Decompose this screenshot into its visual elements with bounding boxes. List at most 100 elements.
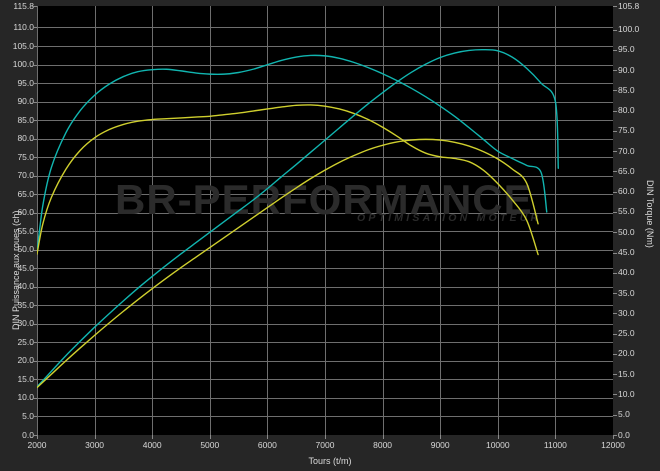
axis-tick-label: 15.0 <box>17 373 34 384</box>
axis-tick-mark <box>613 435 617 436</box>
axis-tick-label: 15.0 <box>618 368 635 379</box>
axis-tick-mark <box>613 273 617 274</box>
axis-tick-mark <box>95 435 96 439</box>
axis-tick-label: 80.0 <box>17 133 34 144</box>
axis-tick-mark <box>613 212 617 213</box>
axis-tick-mark <box>613 354 617 355</box>
axis-tick-label: 50.0 <box>618 226 635 237</box>
series-line <box>37 104 539 256</box>
axis-tick-label: 85.0 <box>17 114 34 125</box>
axis-tick-mark <box>152 435 153 439</box>
axis-tick-mark <box>613 415 617 416</box>
axis-tick-mark <box>33 268 37 269</box>
axis-tick-label: 85.0 <box>618 84 635 95</box>
axis-tick-mark <box>33 361 37 362</box>
axis-tick-label: 45.0 <box>618 247 635 258</box>
axis-tick-label: 10.0 <box>17 392 34 403</box>
plot-area: BR-PERFORMANCE OPTIMISATION MOTEUR <box>37 6 613 435</box>
series-line <box>37 49 559 388</box>
axis-tick-mark <box>613 171 617 172</box>
axis-tick-label: 3000 <box>85 440 105 450</box>
axis-tick-mark <box>33 398 37 399</box>
axis-tick-label: 70.0 <box>17 170 34 181</box>
axis-tick-label: 8000 <box>373 440 393 450</box>
axis-tick-label: 40.0 <box>17 281 34 292</box>
axis-tick-mark <box>613 192 617 193</box>
axis-tick-label: 20.0 <box>618 348 635 359</box>
axis-tick-label: 90.0 <box>618 64 635 75</box>
axis-tick-label: 50.0 <box>17 244 34 255</box>
axis-tick-mark <box>267 435 268 439</box>
axis-tick-mark <box>613 232 617 233</box>
axis-tick-label: 60.0 <box>17 207 34 218</box>
axis-tick-label: 30.0 <box>618 307 635 318</box>
axis-tick-mark <box>33 176 37 177</box>
axis-tick-mark <box>613 394 617 395</box>
axis-tick-label: 25.0 <box>618 328 635 339</box>
axis-tick-mark <box>325 435 326 439</box>
grid-lines <box>37 6 613 435</box>
axis-tick-label: 35.0 <box>618 287 635 298</box>
axis-tick-mark <box>613 6 617 7</box>
axis-tick-label: 12000 <box>601 440 625 450</box>
axis-tick-mark <box>33 194 37 195</box>
axis-tick-label: 35.0 <box>17 299 34 310</box>
axis-tick-mark <box>33 342 37 343</box>
axis-tick-mark <box>33 416 37 417</box>
axis-tick-label: 60.0 <box>618 186 635 197</box>
axis-tick-label: 105.8 <box>618 0 640 11</box>
axis-tick-label: 20.0 <box>17 355 34 366</box>
axis-tick-label: 95.0 <box>618 44 635 55</box>
axis-tick-mark <box>613 50 617 51</box>
axis-tick-mark <box>383 435 384 439</box>
axis-tick-label: 55.0 <box>17 225 34 236</box>
axis-tick-label: 0.0 <box>618 429 630 440</box>
axis-tick-label: 40.0 <box>618 267 635 278</box>
axis-tick-mark <box>440 435 441 439</box>
axis-tick-label: 25.0 <box>17 336 34 347</box>
axis-tick-label: 2000 <box>27 440 47 450</box>
axis-tick-label: 75.0 <box>17 151 34 162</box>
axis-tick-label: 10.0 <box>618 388 635 399</box>
axis-tick-mark <box>33 27 37 28</box>
axis-tick-mark <box>613 131 617 132</box>
axis-tick-label: 65.0 <box>618 165 635 176</box>
axis-tick-label: 110.0 <box>13 21 34 32</box>
axis-tick-mark <box>613 435 614 439</box>
axis-tick-mark <box>33 379 37 380</box>
axis-tick-mark <box>498 435 499 439</box>
axis-tick-mark <box>33 324 37 325</box>
axis-tick-mark <box>613 30 617 31</box>
axis-tick-label: 100.0 <box>12 59 34 70</box>
right-axis-title: DIN Torque (Nm) <box>645 180 655 248</box>
axis-tick-mark <box>555 435 556 439</box>
axis-tick-label: 75.0 <box>618 125 635 136</box>
axis-tick-label: 80.0 <box>618 105 635 116</box>
axis-tick-label: 115.8 <box>13 0 34 11</box>
axis-tick-label: 70.0 <box>618 145 635 156</box>
axis-tick-mark <box>33 287 37 288</box>
axis-tick-mark <box>33 435 37 436</box>
axis-tick-label: 65.0 <box>17 188 34 199</box>
axis-tick-label: 4000 <box>142 440 162 450</box>
axis-tick-label: 5.0 <box>618 409 630 420</box>
axis-tick-label: 10000 <box>485 440 510 450</box>
axis-tick-mark <box>33 83 37 84</box>
axis-tick-mark <box>33 6 37 7</box>
axis-tick-label: 55.0 <box>618 206 635 217</box>
axis-tick-mark <box>33 120 37 121</box>
axis-tick-label: 5.0 <box>22 410 34 421</box>
axis-tick-mark <box>613 374 617 375</box>
axis-tick-label: 5000 <box>200 440 220 450</box>
axis-tick-mark <box>33 139 37 140</box>
axis-tick-label: 6000 <box>257 440 277 450</box>
axis-tick-label: 7000 <box>315 440 335 450</box>
axis-tick-mark <box>33 102 37 103</box>
axis-tick-mark <box>33 157 37 158</box>
axis-tick-label: 90.0 <box>17 96 34 107</box>
series-line <box>37 138 539 389</box>
axis-tick-label: 11000 <box>543 440 567 450</box>
axis-tick-mark <box>613 253 617 254</box>
axis-tick-label: 95.0 <box>17 77 34 88</box>
